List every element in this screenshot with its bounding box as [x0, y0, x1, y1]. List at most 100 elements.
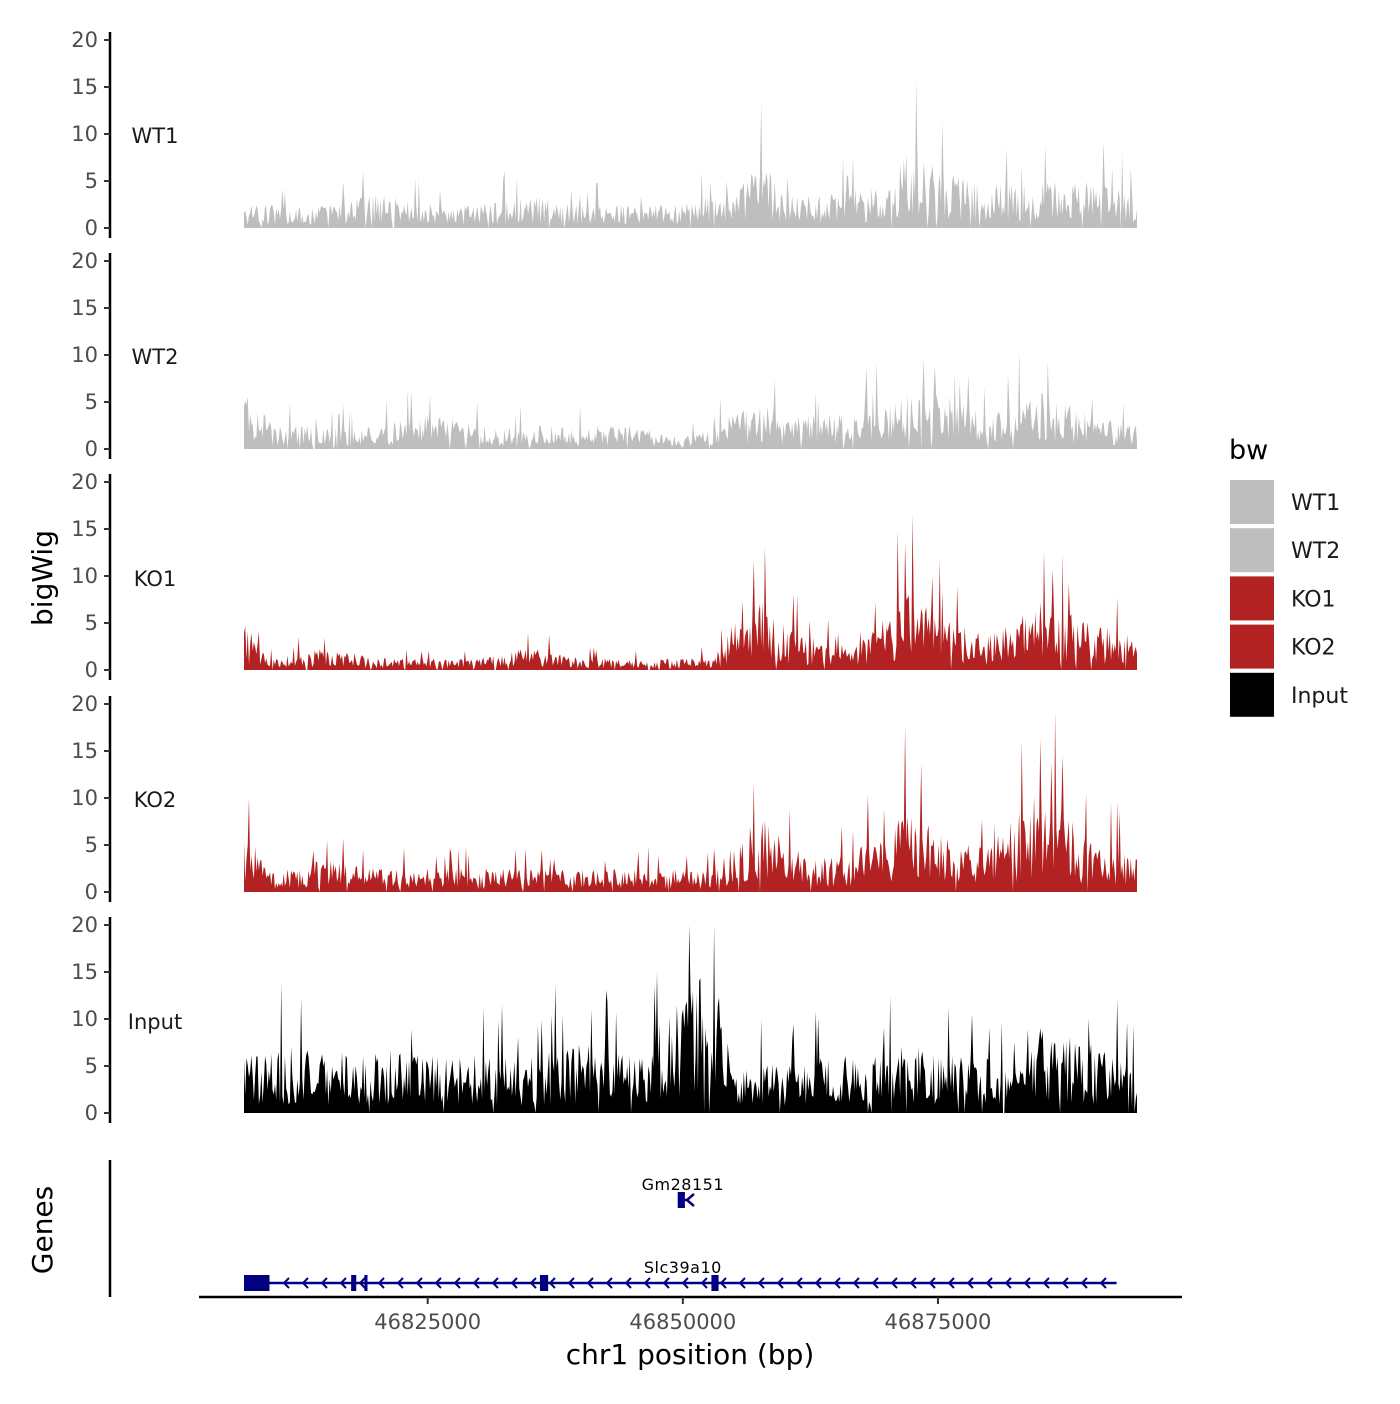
strand-arrow [529, 1277, 537, 1289]
strand-arrow [282, 1277, 290, 1289]
strand-arrow [1080, 1277, 1088, 1289]
coverage-area-wt2 [244, 350, 1137, 449]
y-tick-label: 10 [71, 564, 98, 588]
gene-track-panel: Gm28151 Slc39a10 [108, 1160, 1117, 1297]
legend-item-ko2: KO2 [1230, 624, 1336, 669]
legend-title: bw [1229, 435, 1268, 466]
y-tick-label: 10 [71, 1007, 98, 1031]
y-tick-label: 10 [71, 343, 98, 367]
legend-item-wt1: WT1 [1230, 480, 1340, 524]
coverage-area-input [244, 925, 1137, 1113]
strand-arrow [928, 1277, 936, 1289]
x-axis: 46825000 46850000 46875000 [199, 1295, 1182, 1334]
panel-wt1: 0 5 10 15 20 WT1 [71, 28, 1137, 240]
y-tick-label: 5 [85, 390, 98, 414]
x-tick-label: 46850000 [629, 1310, 736, 1334]
strand-arrow [757, 1277, 765, 1289]
strand-arrow [1042, 1277, 1050, 1289]
y-tick-label: 0 [85, 1101, 98, 1125]
legend-label: WT1 [1291, 491, 1340, 516]
strand-arrow [1099, 1277, 1107, 1289]
y-tick-label: 20 [71, 28, 98, 52]
strand-arrow [1023, 1277, 1031, 1289]
y-tick-label: 20 [71, 249, 98, 273]
exon-block [677, 1192, 685, 1208]
strand-arrow [586, 1277, 594, 1289]
strand-arrow [985, 1277, 993, 1289]
legend-swatch [1230, 624, 1274, 669]
exon-block [364, 1275, 368, 1291]
strand-arrow [453, 1277, 461, 1289]
legend-item-input: Input [1230, 672, 1348, 717]
strand-arrow [434, 1277, 442, 1289]
legend-swatch [1230, 672, 1274, 717]
track-label-wt1: WT1 [132, 124, 179, 148]
strand-arrow [1004, 1277, 1012, 1289]
y-axis-title: bigWig [26, 530, 59, 626]
strand-arrow [396, 1277, 404, 1289]
legend-swatch [1230, 480, 1274, 524]
strand-arrow [776, 1277, 784, 1289]
legend-item-ko1: KO1 [1230, 576, 1336, 621]
legend-swatch [1230, 528, 1274, 573]
x-tick-label: 46875000 [885, 1310, 992, 1334]
y-tick-label: 15 [71, 75, 98, 99]
panel-input: 0 5 10 15 20 Input [71, 913, 1137, 1125]
strand-arrow [685, 1193, 695, 1207]
coverage-area-ko1 [244, 515, 1137, 670]
legend: bw WT1 WT2 KO1 KO2 Input [1229, 435, 1348, 717]
strand-arrow [339, 1277, 347, 1289]
exon-block [244, 1275, 270, 1291]
track-label-ko1: KO1 [134, 567, 177, 591]
track-label-input: Input [128, 1010, 182, 1034]
gene-label: Slc39a10 [644, 1258, 722, 1277]
strand-arrow [567, 1277, 575, 1289]
y-tick-label: 5 [85, 611, 98, 635]
coverage-panels: 0 5 10 15 20 WT1 0 5 10 15 20 WT2 0 5 10 15 20 KO1 0 5 10 15 2… [71, 28, 1137, 1125]
y-tick-label: 15 [71, 960, 98, 984]
y-tick-label: 10 [71, 786, 98, 810]
strand-arrow [966, 1277, 974, 1289]
exon-block [539, 1275, 549, 1291]
strand-arrow [871, 1277, 879, 1289]
y-tick-label: 0 [85, 437, 98, 461]
gene-label: Gm28151 [642, 1175, 724, 1194]
strand-arrow [738, 1277, 746, 1289]
strand-arrow [662, 1277, 670, 1289]
strand-arrow [795, 1277, 803, 1289]
panel-ko2: 0 5 10 15 20 KO2 [71, 692, 1137, 904]
track-label-ko2: KO2 [134, 788, 177, 812]
y-tick-label: 10 [71, 122, 98, 146]
y-tick-label: 20 [71, 470, 98, 494]
legend-items: WT1 WT2 KO1 KO2 Input [1230, 480, 1348, 717]
strand-arrow [358, 1277, 366, 1289]
strand-arrow [472, 1277, 480, 1289]
legend-label: KO1 [1291, 587, 1336, 612]
coverage-area-ko2 [244, 711, 1137, 892]
strand-arrow [605, 1277, 613, 1289]
y-tick-label: 5 [85, 1054, 98, 1078]
strand-arrow [890, 1277, 898, 1289]
strand-arrow [719, 1277, 727, 1289]
y-tick-label: 20 [71, 913, 98, 937]
strand-arrow [852, 1277, 860, 1289]
x-tick-label: 46825000 [374, 1310, 481, 1334]
strand-arrow [814, 1277, 822, 1289]
legend-item-wt2: WT2 [1230, 528, 1340, 573]
gene-track-title: Genes [26, 1186, 59, 1274]
y-tick-label: 0 [85, 880, 98, 904]
strand-arrow [301, 1277, 309, 1289]
y-tick-label: 0 [85, 216, 98, 240]
legend-label: WT2 [1291, 539, 1340, 564]
exon-block [351, 1275, 357, 1291]
strand-arrow [510, 1277, 518, 1289]
strand-arrow [909, 1277, 917, 1289]
legend-swatch [1230, 576, 1274, 621]
strand-arrow [415, 1277, 423, 1289]
strand-arrow [548, 1277, 556, 1289]
y-tick-label: 5 [85, 169, 98, 193]
exon-block [711, 1275, 719, 1291]
strand-arrow [700, 1277, 708, 1289]
strand-arrow [320, 1277, 328, 1289]
